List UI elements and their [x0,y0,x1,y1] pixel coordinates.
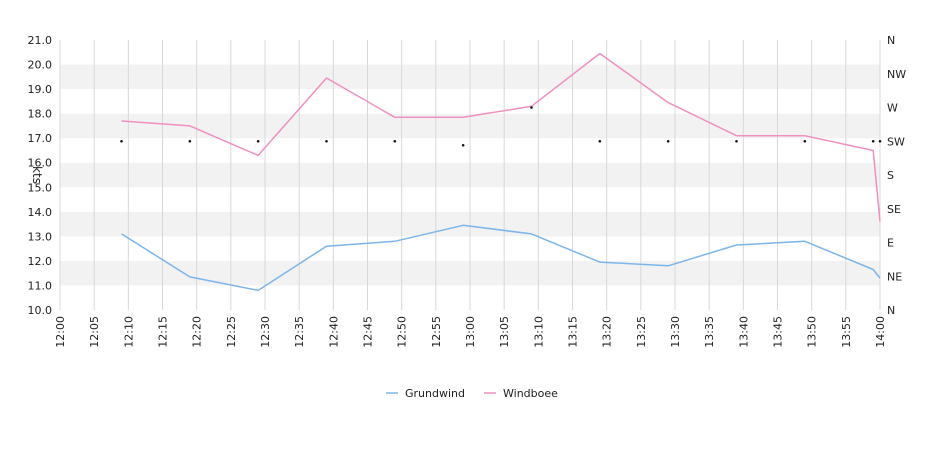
direction-point [188,139,192,143]
direction-tick-label: NE [887,270,902,283]
direction-tick-label: NW [887,68,906,81]
y-tick-label: 10.0 [28,304,53,317]
legend-item-windboee[interactable]: Windboee [484,387,558,400]
direction-point [803,139,807,143]
direction-tick-label: S [887,169,894,182]
x-tick-label: 13:25 [635,316,648,348]
direction-tick-label: N [887,34,895,47]
direction-point [256,139,260,143]
direction-point [325,139,328,143]
x-tick-label: 13:40 [737,316,750,348]
x-tick-label: 12:45 [362,316,375,348]
x-tick-label: 13:55 [840,316,853,348]
direction-point [530,106,533,109]
direction-points [120,106,882,147]
direction-tick-label: N [887,304,895,317]
y-axis-title: kts [30,166,44,184]
x-tick-label: 12:10 [122,316,135,348]
direction-point [735,139,738,143]
direction-tick-label: SE [887,203,901,216]
x-tick-label: 12:20 [191,316,204,348]
x-tick-label: 12:50 [396,316,409,348]
direction-point [461,143,465,147]
x-tick-label: 12:15 [157,316,170,348]
y-tick-label: 12.0 [28,255,53,268]
x-tick-label: 13:10 [532,316,545,348]
x-tick-label: 12:35 [293,316,306,348]
y-tick-label: 21.0 [28,34,53,47]
x-tick-label: 14:00 [874,316,887,348]
legend-label: Windboee [503,387,558,400]
x-tick-label: 13:00 [464,316,477,348]
direction-point [120,139,123,143]
x-tick-label: 12:00 [54,316,67,348]
direction-tick-label: SW [887,135,905,148]
y-tick-label: 17.0 [28,132,53,145]
x-tick-label: 13:30 [669,316,682,348]
x-tick-label: 13:05 [498,316,511,348]
series-line-grundwind [121,224,881,292]
direction-point [871,139,875,143]
direction-tick-labels: N NW W SW S SE E NE N [887,34,906,317]
y-tick-label: 19.0 [28,83,53,96]
direction-point [393,139,397,143]
y-tick-label: 14.0 [28,206,53,219]
vertical-gridlines [59,40,881,310]
y-tick-label: 16.0 [28,157,53,170]
legend-item-grundwind[interactable]: Grundwind [386,387,465,400]
x-tick-labels: 12:00 12:05 12:10 12:15 12:20 12:25 12:30 12:35… [54,316,887,348]
y-tick-label: 13.0 [28,230,53,243]
legend[interactable]: Grundwind Windboee [386,387,558,400]
direction-point [666,139,670,143]
x-tick-label: 12:55 [430,316,443,348]
y-tick-labels: 10.0 11.0 12.0 13.0 14.0 15.0 16.0 17.0 18.0 19.0… [28,34,53,317]
x-tick-label: 13:20 [601,316,614,348]
direction-tick-label: W [887,102,898,115]
legend-label: Grundwind [405,387,465,400]
y-tick-label: 11.0 [28,279,53,292]
direction-tick-label: E [887,237,894,250]
x-tick-label: 13:50 [806,316,819,348]
x-tick-label: 13:35 [703,316,716,348]
x-tick-label: 12:30 [259,316,272,348]
y-tick-label: 20.0 [28,59,53,72]
y-tick-label: 15.0 [28,181,53,194]
x-tick-label: 12:25 [225,316,238,348]
x-tick-label: 12:05 [88,316,101,348]
y-tick-label: 18.0 [28,108,53,121]
direction-point [878,139,882,143]
x-tick-label: 13:45 [772,316,785,348]
x-tick-label: 12:40 [327,316,340,348]
direction-point [598,139,602,143]
x-tick-label: 13:15 [567,316,580,348]
